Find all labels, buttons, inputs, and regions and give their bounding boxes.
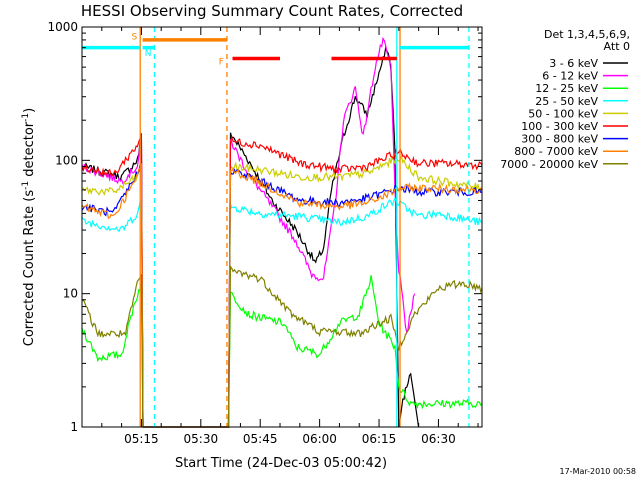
legend-label-50-100-kev: 50 - 100 keV	[528, 107, 598, 120]
plot-frame	[81, 26, 483, 428]
chart-title: HESSI Observing Summary Count Rates, Cor…	[81, 2, 463, 20]
x-tick-label: 06:30	[421, 432, 456, 446]
x-tick-label: 06:00	[302, 432, 337, 446]
legend-label-7000-20000-kev: 7000 - 20000 keV	[500, 158, 598, 171]
y-axis-label: Corrected Count Rate (s-1 detector-1)	[21, 108, 37, 346]
x-tick-label: 05:30	[184, 432, 219, 446]
event-marker-label: F	[219, 58, 224, 68]
legend-header: Det 1,3,4,5,6,9,	[544, 28, 630, 41]
legend-label-6-12-kev: 6 - 12 keV	[542, 70, 598, 83]
legend-header: Att 0	[604, 40, 630, 53]
legend-label-25-50-kev: 25 - 50 keV	[535, 95, 598, 108]
legend-label-100-300-kev: 100 - 300 keV	[521, 120, 598, 133]
x-tick-label: 05:15	[124, 432, 159, 446]
event-marker-label: N	[145, 49, 152, 59]
legend-label-12-25-kev: 12 - 25 keV	[535, 82, 598, 95]
event-marker-label: S	[131, 33, 137, 43]
series-line-6-12-kev	[81, 36, 416, 428]
y-tick-label: 100	[55, 153, 78, 167]
series-line-7000-20000-kev	[81, 264, 483, 428]
y-tick-label: 1000	[47, 20, 78, 34]
y-tick-label: 10	[63, 287, 78, 301]
footer-timestamp: 17-Mar-2010 00:58	[560, 467, 637, 476]
plot-data-layer: SN F	[81, 27, 483, 428]
legend-label-300-800-kev: 300 - 800 keV	[521, 133, 598, 146]
series-line-3-6-kev	[81, 46, 420, 428]
legend-label-800-7000-kev: 800 - 7000 keV	[514, 145, 598, 158]
y-tick-label: 1	[70, 420, 78, 434]
x-axis-label: Start Time (24-Dec-03 05:00:42)	[175, 456, 387, 471]
axis-ticks: 05:15 05:30 05:45 06:00 06:15 06:30 1 10 100 1000	[47, 20, 482, 446]
legend-label-3-6-kev: 3 - 6 keV	[549, 57, 598, 70]
x-tick-label: 05:45	[243, 432, 278, 446]
x-tick-label: 06:15	[362, 432, 397, 446]
